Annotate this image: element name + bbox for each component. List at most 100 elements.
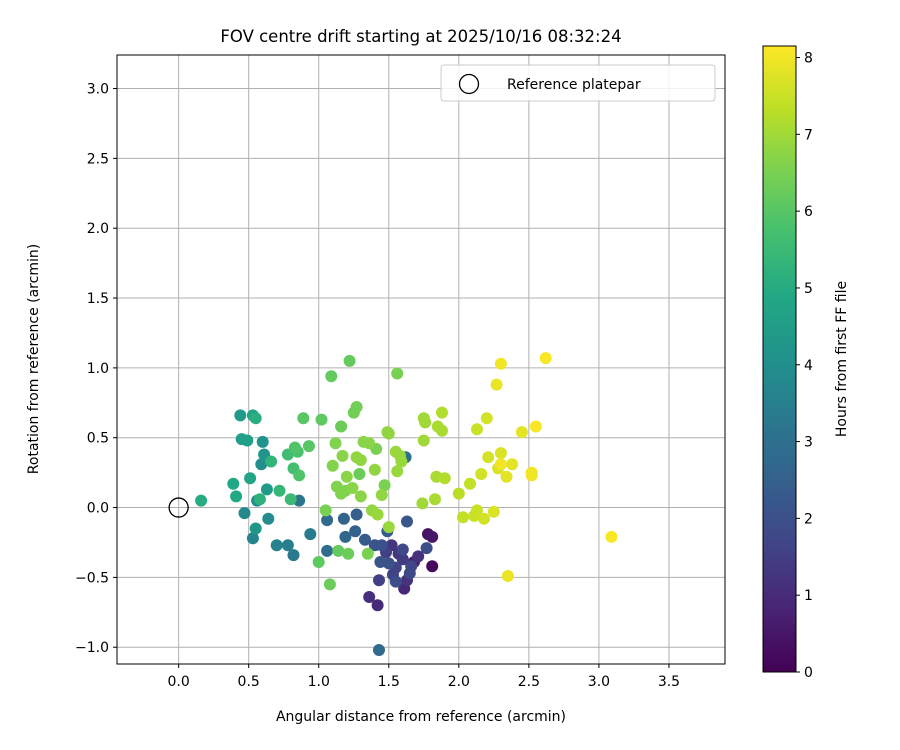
data-point [494, 447, 507, 460]
data-point [426, 560, 439, 573]
data-point [539, 352, 552, 365]
data-point [339, 530, 352, 543]
colorbar-ticks: 0 1 2 3 4 5 6 7 8 [796, 51, 813, 681]
data-point [382, 521, 395, 534]
data-point [297, 412, 310, 425]
data-point [227, 477, 240, 490]
colorbar-tick-label: 1 [804, 588, 813, 604]
data-point [315, 413, 328, 426]
y-tick-label: −1.0 [75, 640, 109, 656]
data-point [347, 406, 360, 419]
data-point [255, 458, 268, 471]
data-point [373, 644, 385, 656]
data-point [354, 454, 367, 467]
colorbar-tick-label: 2 [804, 511, 813, 527]
data-point [403, 567, 416, 580]
data-point [391, 465, 404, 478]
data-point [321, 544, 334, 557]
data-point [396, 553, 409, 566]
data-point [490, 378, 503, 391]
data-point [265, 455, 278, 468]
reference-marker [168, 497, 189, 518]
data-point [241, 434, 254, 447]
y-axis-ticks: −1.0 −0.5 0.0 0.5 1.0 1.5 2.0 2.5 3.0 [75, 82, 117, 656]
data-point [368, 539, 381, 552]
data-point [287, 549, 300, 562]
colorbar-tick-label: 0 [804, 665, 813, 681]
data-point [354, 490, 367, 503]
data-point [378, 479, 391, 492]
data-point [260, 483, 273, 496]
legend-entry-label: Reference platepar [507, 77, 641, 93]
data-point [438, 472, 451, 485]
data-point [371, 508, 384, 521]
data-point [391, 367, 404, 380]
y-tick-label: 2.0 [87, 221, 109, 237]
colorbar-tick-label: 4 [804, 358, 813, 374]
y-tick-label: 1.5 [87, 291, 109, 307]
x-axis-label: Angular distance from reference (arcmin) [276, 709, 566, 725]
data-point [329, 437, 342, 450]
colorbar-label: Hours from first FF file [834, 281, 850, 437]
data-point [426, 530, 439, 543]
data-point [253, 493, 266, 506]
data-point [363, 437, 376, 450]
data-point [382, 427, 395, 440]
data-point [284, 493, 297, 506]
data-point [312, 556, 325, 568]
data-point [238, 507, 251, 520]
data-point [420, 542, 433, 555]
data-point [342, 547, 355, 560]
chart-title: FOV centre drift starting at 2025/10/16 … [220, 27, 621, 46]
legend: Reference platepar [440, 64, 716, 102]
data-point [281, 539, 294, 552]
colorbar-tick-label: 7 [804, 127, 813, 143]
data-point [340, 470, 353, 483]
data-point [363, 591, 376, 603]
data-point [244, 472, 257, 485]
data-point [293, 469, 306, 482]
data-point [401, 515, 413, 528]
data-point [336, 449, 349, 462]
data-point [471, 423, 483, 436]
y-tick-label: 0.5 [87, 431, 109, 447]
data-point [359, 533, 371, 546]
data-point [515, 426, 528, 439]
data-point [457, 511, 469, 524]
data-point [395, 455, 408, 468]
data-point [195, 494, 208, 507]
data-point [249, 412, 262, 425]
data-point [319, 504, 332, 517]
grid [117, 55, 725, 664]
data-points [195, 352, 618, 656]
data-point [361, 547, 374, 560]
data-point [246, 532, 259, 545]
data-point [494, 458, 507, 471]
data-point [416, 497, 429, 510]
data-point [304, 528, 317, 541]
reference-marker-layer [168, 497, 189, 518]
data-point [452, 487, 465, 500]
data-point [302, 440, 315, 453]
legend-box [440, 64, 716, 102]
data-point [417, 434, 430, 447]
data-point [419, 416, 432, 429]
data-point [273, 484, 286, 497]
data-point [501, 570, 514, 582]
data-point [480, 412, 493, 425]
colorbar-tick-label: 3 [804, 435, 813, 451]
x-tick-label: 2.0 [448, 674, 470, 690]
data-point [332, 544, 345, 557]
data-point [525, 466, 538, 479]
x-tick-label: 0.0 [168, 674, 190, 690]
data-point [262, 512, 275, 525]
data-point [230, 490, 243, 503]
y-tick-label: 0.0 [87, 501, 109, 517]
data-point [500, 470, 513, 483]
data-point [353, 468, 366, 480]
data-point [374, 556, 387, 568]
data-point [321, 514, 334, 527]
legend-reference-marker [458, 73, 480, 95]
